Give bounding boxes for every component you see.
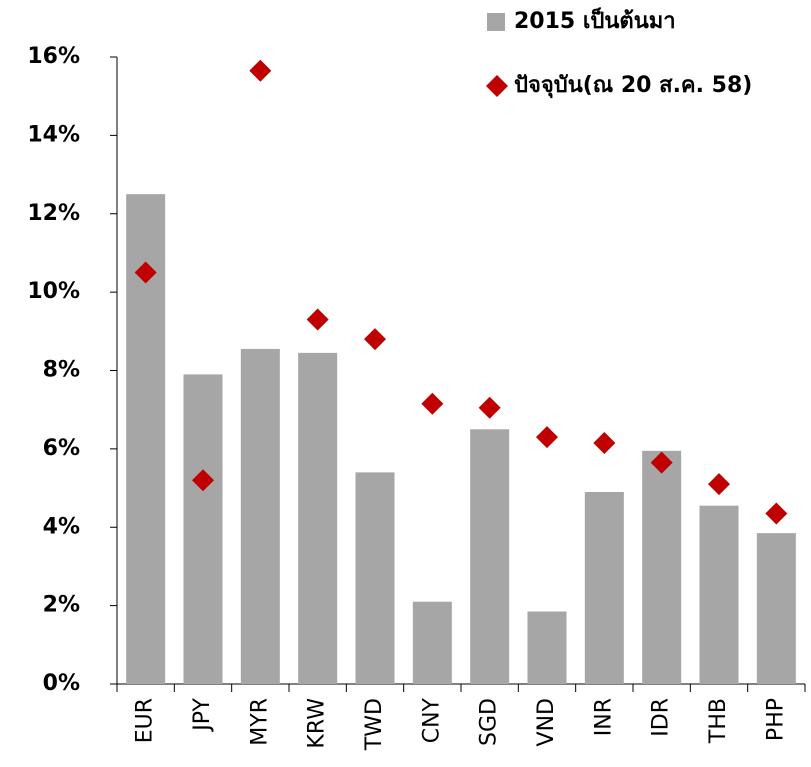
- x-tick-label: MYR: [247, 698, 272, 746]
- y-tick-label: 10%: [27, 279, 80, 304]
- x-tick-label: JPY: [190, 697, 215, 732]
- y-tick-label: 8%: [43, 358, 80, 383]
- y-tick-label: 2%: [43, 593, 80, 618]
- bar: [642, 450, 682, 684]
- bar: [355, 472, 395, 684]
- legend-swatch: [486, 75, 508, 97]
- y-tick-label: 12%: [27, 201, 80, 226]
- diamond-marker: [192, 469, 214, 492]
- y-tick-label: 16%: [27, 44, 80, 69]
- bar: [183, 374, 223, 684]
- y-tick-label: 0%: [43, 671, 80, 696]
- legend-label: 2015 เป็นต้นมา: [514, 6, 676, 34]
- diamond-marker: [650, 451, 673, 474]
- diamond-marker: [364, 328, 386, 351]
- bar: [584, 491, 624, 684]
- x-tick-label: SGD: [477, 698, 502, 746]
- diamond-marker: [421, 392, 444, 415]
- x-tick-label: VND: [534, 698, 559, 746]
- bar: [756, 533, 796, 684]
- x-tick-label: EUR: [133, 698, 158, 743]
- x-tick-label: PHP: [763, 698, 788, 741]
- x-tick-label: CNY: [419, 697, 444, 743]
- y-tick-label: 4%: [43, 514, 80, 539]
- x-tick-label: THB: [706, 698, 731, 744]
- bar: [240, 348, 280, 684]
- bar: [699, 505, 739, 684]
- bar: [412, 601, 452, 684]
- diamond-marker: [478, 396, 501, 419]
- bar: [298, 352, 338, 684]
- diamond-marker: [536, 426, 558, 449]
- diamond-marker: [249, 59, 272, 82]
- bar: [527, 611, 567, 684]
- x-tick-label: TWD: [362, 698, 387, 751]
- legend-label: ปัจจุบัน(ณ 20 ส.ค. 58): [514, 73, 752, 99]
- diamond-marker: [593, 431, 616, 454]
- x-tick-label: INR: [591, 698, 616, 736]
- diamond-marker: [765, 502, 788, 525]
- legend-swatch: [487, 13, 505, 31]
- x-tick-label: IDR: [649, 698, 674, 737]
- diamond-marker: [708, 473, 730, 496]
- y-tick-label: 6%: [43, 436, 80, 461]
- bar: [470, 429, 510, 684]
- y-tick-label: 14%: [27, 122, 80, 147]
- x-tick-label: KRW: [305, 698, 330, 749]
- diamond-marker: [306, 308, 329, 331]
- diamond-marker: [134, 261, 157, 284]
